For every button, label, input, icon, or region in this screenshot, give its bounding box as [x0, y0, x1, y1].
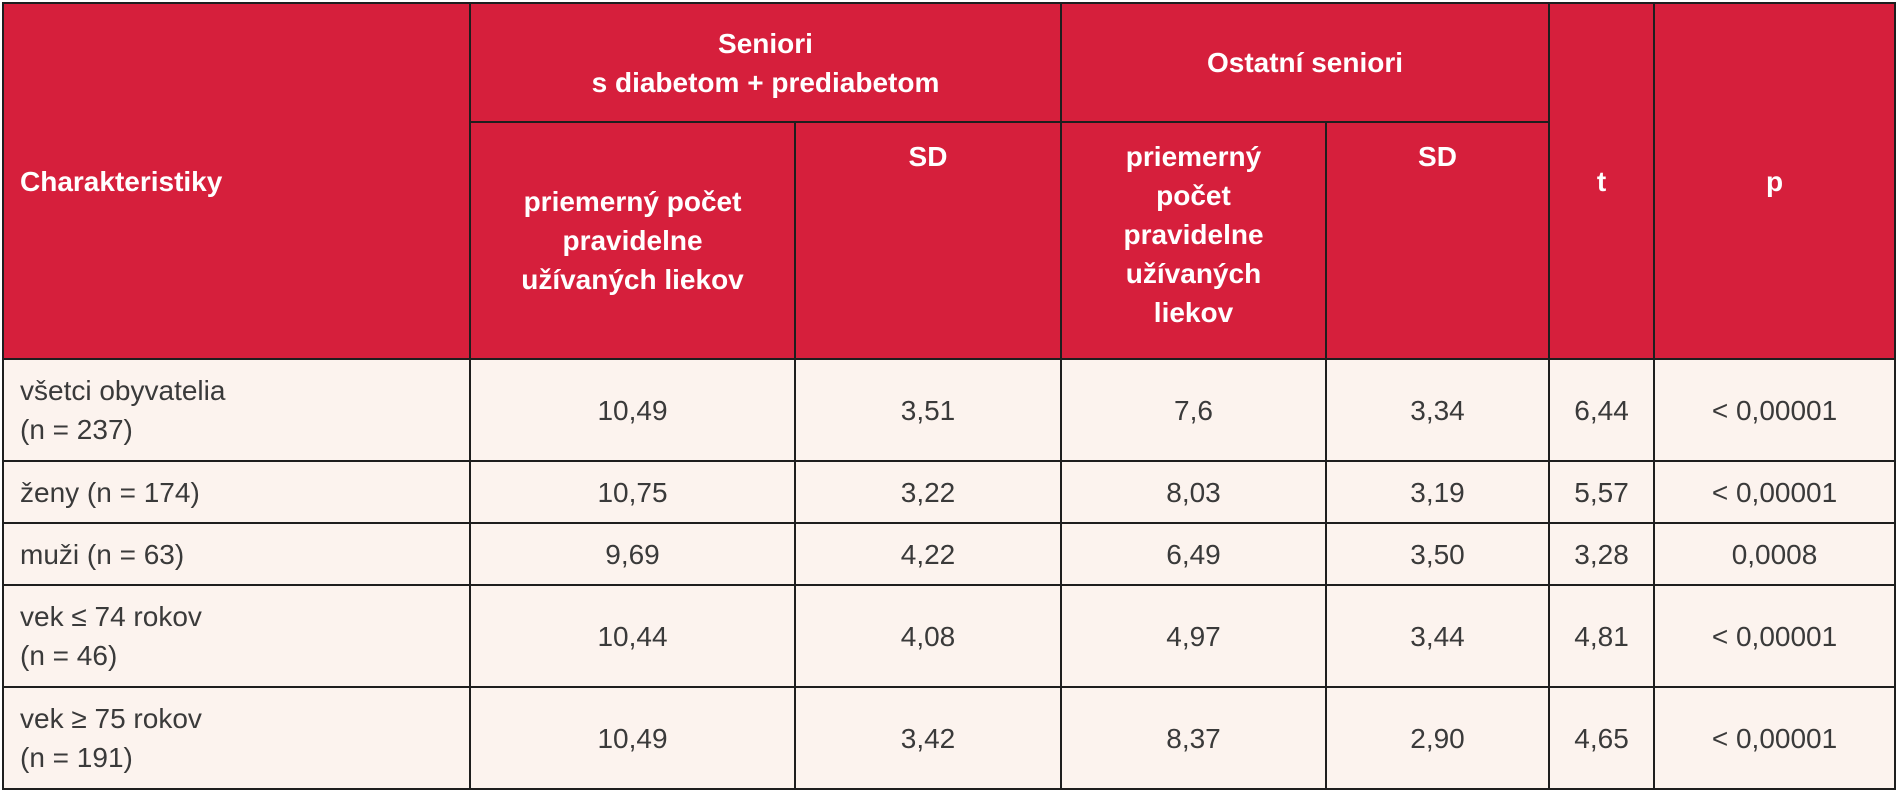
- row-label-line1: všetci obyvatelia: [20, 375, 226, 406]
- cell-mean-others: 6,49: [1060, 522, 1327, 586]
- cell-t: 3,28: [1548, 522, 1656, 586]
- header-mean-others-line1: priemerný: [1125, 141, 1262, 172]
- cell-p: < 0,00001: [1653, 686, 1897, 790]
- cell-t: 5,57: [1548, 460, 1656, 524]
- row-label: muži (n = 63): [2, 522, 471, 586]
- cell-mean-diabetes: 10,49: [469, 686, 796, 790]
- table-row: vek ≤ 74 rokov (n = 46) 10,44 4,08 4,97 …: [2, 584, 1897, 688]
- cell-sd-others: 3,50: [1324, 522, 1551, 586]
- row-label-line1: vek ≥ 75 rokov: [20, 703, 202, 734]
- cell-mean-diabetes: 10,49: [469, 358, 796, 462]
- cell-sd-diabetes: 3,51: [794, 358, 1062, 462]
- cell-p: < 0,00001: [1653, 460, 1897, 524]
- header-t: t: [1548, 2, 1656, 360]
- cell-sd-diabetes: 3,42: [794, 686, 1062, 790]
- header-mean-diabetes-line2: pravidelne: [562, 225, 703, 256]
- header-mean-others-line2: počet: [1156, 180, 1231, 211]
- cell-sd-diabetes: 4,08: [794, 584, 1062, 688]
- table-row: ženy (n = 174) 10,75 3,22 8,03 3,19 5,57…: [2, 460, 1897, 524]
- header-group-others: Ostatní seniori: [1059, 2, 1551, 123]
- row-label-line2: (n = 191): [20, 742, 133, 773]
- cell-mean-diabetes: 10,44: [469, 584, 796, 688]
- row-label: ženy (n = 174): [2, 460, 471, 524]
- header-mean-diabetes-line1: priemerný počet: [523, 186, 742, 217]
- cell-p: < 0,00001: [1653, 584, 1897, 688]
- row-label: všetci obyvatelia (n = 237): [2, 358, 471, 462]
- cell-mean-diabetes: 9,69: [469, 522, 796, 586]
- header-mean-others-line3: pravidelne: [1123, 219, 1264, 250]
- row-label: vek ≥ 75 rokov (n = 191): [2, 686, 471, 790]
- cell-p: < 0,00001: [1653, 358, 1897, 462]
- cell-mean-others: 8,37: [1060, 686, 1327, 790]
- cell-p: 0,0008: [1653, 522, 1897, 586]
- cell-mean-others: 8,03: [1060, 460, 1327, 524]
- header-mean-others-line4: užívaných: [1125, 258, 1262, 289]
- cell-mean-diabetes: 10,75: [469, 460, 796, 524]
- row-label-line2: (n = 46): [20, 640, 118, 671]
- cell-sd-others: 3,19: [1324, 460, 1551, 524]
- header-sd-diabetes: SD: [794, 121, 1062, 360]
- cell-sd-others: 2,90: [1324, 686, 1551, 790]
- header-row-2: priemerný počet pravidelne užívaných lie…: [3, 121, 1895, 360]
- cell-mean-others: 7,6: [1060, 358, 1327, 462]
- cell-sd-others: 3,34: [1324, 358, 1551, 462]
- table-row: vek ≥ 75 rokov (n = 191) 10,49 3,42 8,37…: [2, 686, 1897, 790]
- header-p: p: [1653, 2, 1897, 360]
- header-characteristics: Charakteristiky: [2, 2, 471, 360]
- header-row-1: Charakteristiky Seniori s diabetom + pre…: [2, 2, 1897, 360]
- row-label-line1: vek ≤ 74 rokov: [20, 601, 202, 632]
- row-label-line1: muži (n = 63): [20, 538, 185, 570]
- header-mean-others-line5: liekov: [1153, 297, 1234, 328]
- header-group-diabetes-line1: Seniori: [718, 27, 813, 59]
- cell-t: 4,81: [1548, 584, 1656, 688]
- cell-t: 4,65: [1548, 686, 1656, 790]
- row-label: vek ≤ 74 rokov (n = 46): [2, 584, 471, 688]
- header-mean-diabetes: priemerný počet pravidelne užívaných lie…: [469, 121, 796, 360]
- cell-sd-diabetes: 4,22: [794, 522, 1062, 586]
- cell-mean-others: 4,97: [1060, 584, 1327, 688]
- table-row: muži (n = 63) 9,69 4,22 6,49 3,50 3,28 0…: [2, 522, 1897, 586]
- cell-sd-diabetes: 3,22: [794, 460, 1062, 524]
- cell-sd-others: 3,44: [1324, 584, 1551, 688]
- cell-t: 6,44: [1548, 358, 1656, 462]
- header-mean-diabetes-line3: užívaných liekov: [521, 264, 744, 295]
- row-label-line1: ženy (n = 174): [20, 476, 200, 508]
- row-label-line2: (n = 237): [20, 414, 133, 445]
- header-group-diabetes-line2: s diabetom + prediabetom: [591, 66, 940, 98]
- header-sd-others: SD: [1324, 121, 1551, 360]
- header-group-diabetes: Seniori s diabetom + prediabetom: [469, 2, 1062, 123]
- header-mean-others: priemerný počet pravidelne užívaných lie…: [1060, 121, 1327, 360]
- table-row: všetci obyvatelia (n = 237) 10,49 3,51 7…: [2, 358, 1897, 462]
